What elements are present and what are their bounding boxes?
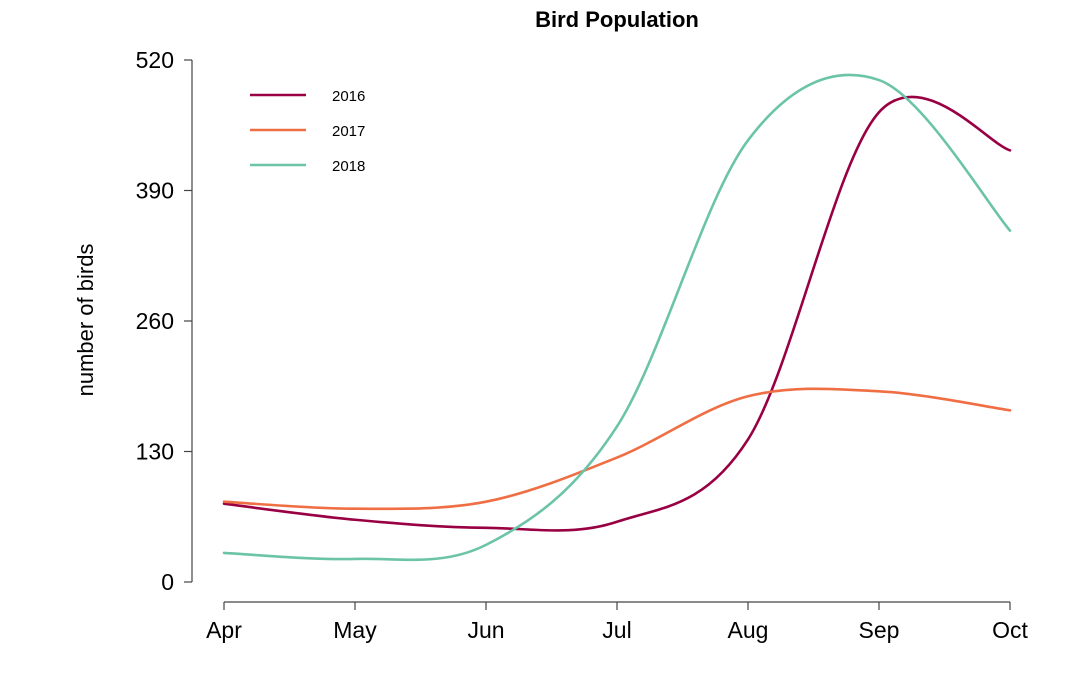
legend-label-2016: 2016: [332, 88, 365, 105]
y-axis-label: number of birds: [73, 244, 98, 397]
series-line-2018: [222, 73, 1012, 562]
y-tick-label: 260: [136, 308, 174, 334]
legend-label-2018: 2018: [332, 158, 365, 175]
series-layer: [222, 73, 1012, 562]
y-axis: 0 130 260 390 520: [136, 47, 193, 595]
x-tick-label: Jun: [467, 617, 504, 643]
legend: 2016 2017 2018: [250, 88, 365, 175]
x-tick-label: May: [333, 617, 377, 643]
y-tick-label: 390: [136, 178, 174, 204]
x-tick-label: Jul: [602, 617, 631, 643]
series-line-2017: [222, 387, 1012, 511]
x-tick-label: Aug: [728, 617, 769, 643]
chart-title: Bird Population: [535, 7, 699, 32]
y-tick-label: 520: [136, 47, 174, 73]
x-tick-label: Sep: [859, 617, 900, 643]
legend-label-2017: 2017: [332, 123, 365, 140]
y-tick-label: 0: [161, 569, 174, 595]
y-tick-label: 130: [136, 439, 174, 465]
x-axis: Apr May Jun Jul Aug Sep Oct: [206, 601, 1028, 643]
x-tick-label: Apr: [206, 617, 242, 643]
x-tick-label: Oct: [992, 617, 1028, 643]
series-line-2016: [222, 95, 1012, 532]
